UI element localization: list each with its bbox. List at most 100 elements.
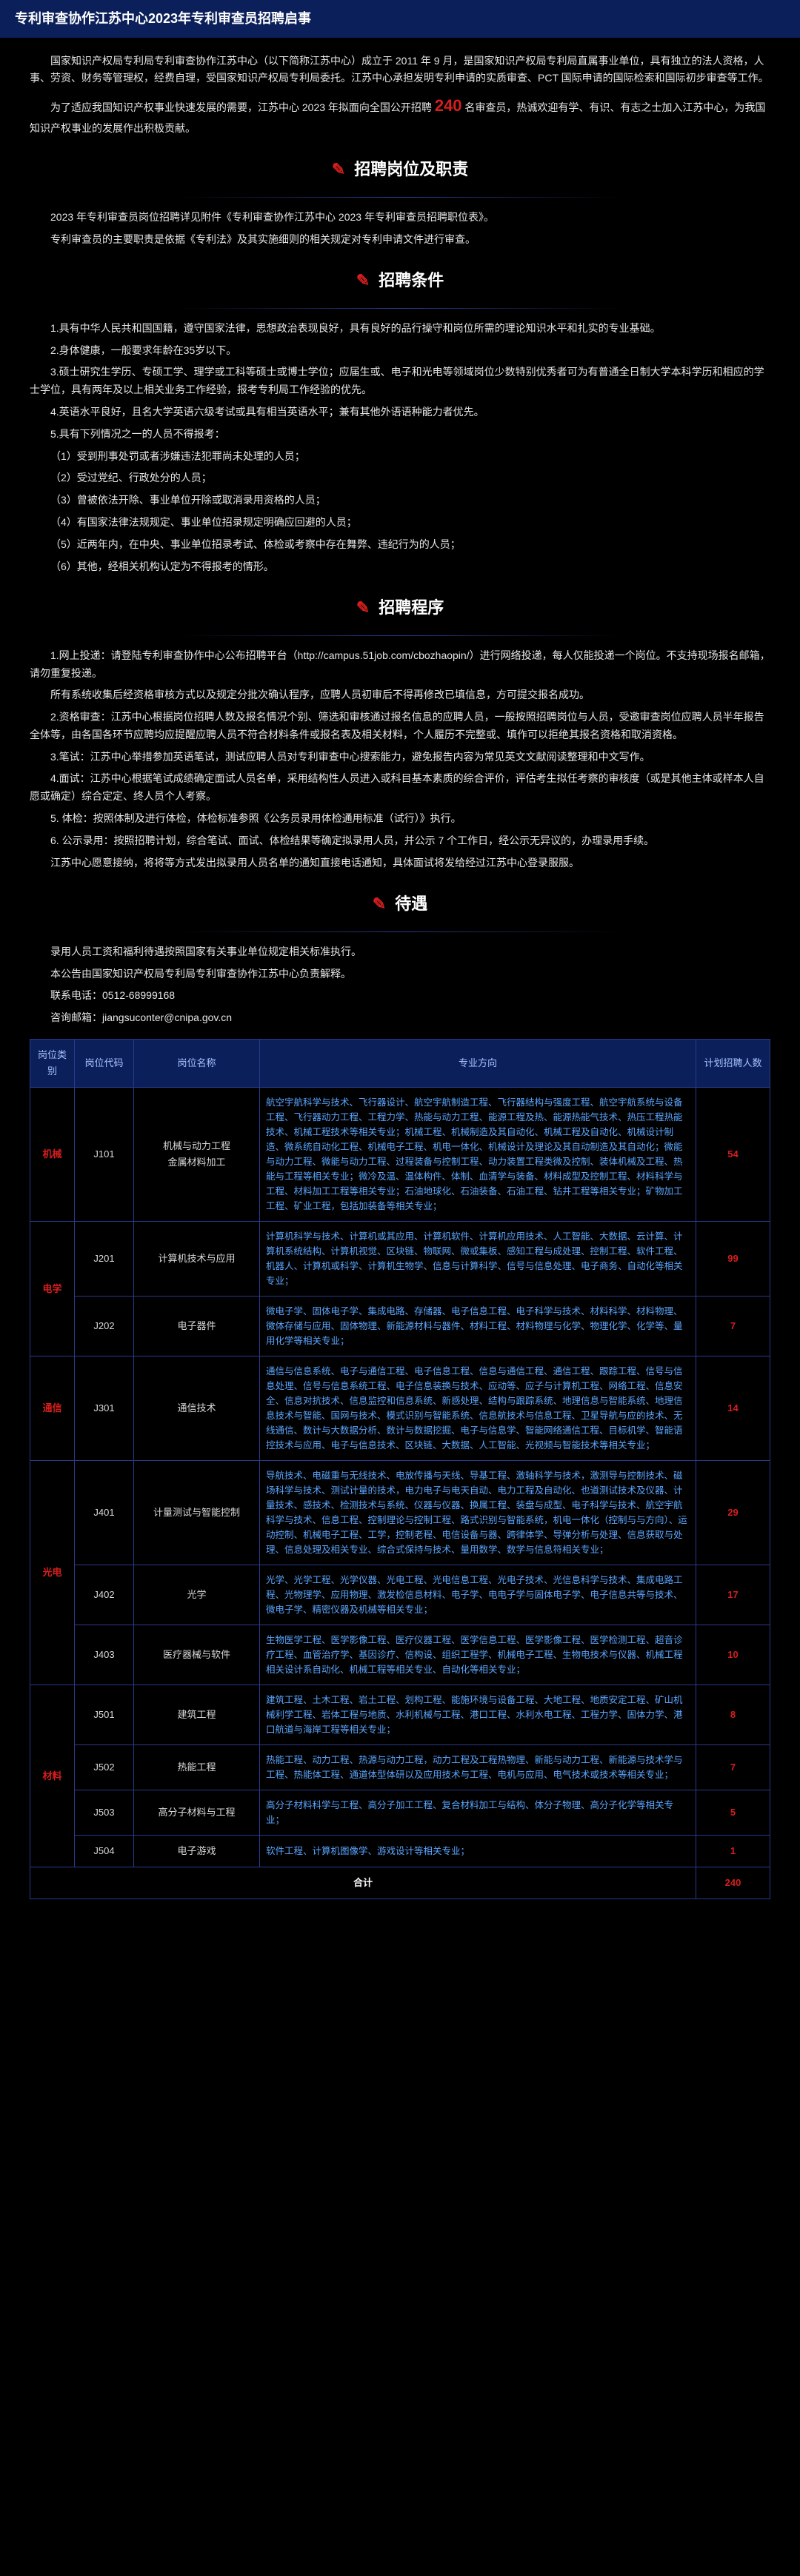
intro-paragraph-2: 为了适应我国知识产权事业快速发展的需要，江苏中心 2023 年拟面向全国公开招聘… xyxy=(30,92,770,137)
cell-count: 54 xyxy=(696,1088,770,1222)
contact-tel: 联系电话：0512-68999168 xyxy=(30,987,770,1005)
cell-code: J402 xyxy=(75,1565,134,1625)
cell-count: 17 xyxy=(696,1565,770,1625)
cond-5-1: （1）受到刑事处罚或者涉嫌违法犯罪尚未处理的人员； xyxy=(30,448,770,466)
table-row: J502热能工程热能工程、动力工程、热源与动力工程，动力工程及工程热物理、新能与… xyxy=(30,1745,770,1790)
section-title-text: 招聘条件 xyxy=(379,271,444,290)
cell-direction: 高分子材料与工程 xyxy=(134,1790,260,1836)
th-code: 岗位代码 xyxy=(75,1040,134,1088)
cell-count: 14 xyxy=(696,1356,770,1461)
table-row: 电学J201计算机技术与应用计算机科学与技术、计算机或其应用、计算机软件、计算机… xyxy=(30,1222,770,1297)
cell-code: J101 xyxy=(75,1088,134,1222)
cell-direction: 建筑工程 xyxy=(134,1685,260,1745)
th-cat: 岗位类别 xyxy=(30,1040,75,1088)
posts-desc-1: 2023 年专利审查员岗位招聘详见附件《专利审查协作江苏中心 2023 年专利审… xyxy=(30,209,770,227)
cond-5-3: （3）曾被依法开除、事业单位开除或取消录用资格的人员； xyxy=(30,492,770,509)
section-title-procedure: ✎ 招聘程序 xyxy=(30,594,770,621)
table-row: J202电子器件微电子学、固体电子学、集成电路、存储器、电子信息工程、电子科学与… xyxy=(30,1297,770,1356)
cell-category: 电学 xyxy=(30,1222,75,1356)
cell-code: J504 xyxy=(75,1836,134,1867)
section-title-benefits: ✎ 待遇 xyxy=(30,890,770,917)
cell-code: J201 xyxy=(75,1222,134,1297)
th-dir: 岗位名称 xyxy=(134,1040,260,1088)
pencil-icon: ✎ xyxy=(356,271,370,290)
table-row: J403医疗器械与软件生物医学工程、医学影像工程、医疗仪器工程、医学信息工程、医… xyxy=(30,1625,770,1685)
proc-3: 2.资格审查：江苏中心根据岗位招聘人数及报名情况个别、筛选和审核通过报名信息的应… xyxy=(30,709,770,744)
cell-count: 10 xyxy=(696,1625,770,1685)
positions-table: 岗位类别 岗位代码 岗位名称 专业方向 计划招聘人数 机械J101机械与动力工程… xyxy=(30,1039,770,1899)
divider xyxy=(178,931,622,932)
divider xyxy=(178,197,622,198)
cell-major: 生物医学工程、医学影像工程、医疗仪器工程、医学信息工程、医学影像工程、医学检测工… xyxy=(260,1625,696,1685)
cell-code: J403 xyxy=(75,1625,134,1685)
pencil-icon: ✎ xyxy=(356,598,370,617)
th-major: 专业方向 xyxy=(260,1040,696,1088)
cell-count: 8 xyxy=(696,1685,770,1745)
table-row: J402光学光学、光学工程、光学仪器、光电工程、光电信息工程、光电子技术、光信息… xyxy=(30,1565,770,1625)
benefit-1: 录用人员工资和福利待遇按照国家有关事业单位规定相关标准执行。 xyxy=(30,943,770,961)
table-row: 光电J401计量测试与智能控制导航技术、电磁重与无线技术、电放传播与天线、导基工… xyxy=(30,1461,770,1565)
section-title-text: 招聘岗位及职责 xyxy=(354,160,468,178)
cond-5-2: （2）受过党纪、行政处分的人员； xyxy=(30,469,770,487)
cell-count: 29 xyxy=(696,1461,770,1565)
cond-4: 4.英语水平良好，且名大学英语六级考试或具有相当英语水平；兼有其他外语语种能力者… xyxy=(30,404,770,421)
table-row: 通信J301通信技术通信与信息系统、电子与通信工程、电子信息工程、信息与通信工程… xyxy=(30,1356,770,1461)
cell-count: 5 xyxy=(696,1790,770,1836)
table-total-row: 合计240 xyxy=(30,1867,770,1899)
divider xyxy=(178,635,622,636)
cond-3: 3.硕士研究生学历、专硕工学、理学或工科等硕士或博士学位；应届生或、电子和光电等… xyxy=(30,364,770,399)
proc-4: 3.笔试：江苏中心举措参加英语笔试，测试应聘人员对专利审查中心搜索能力，避免报告… xyxy=(30,749,770,766)
th-count: 计划招聘人数 xyxy=(696,1040,770,1088)
cell-code: J401 xyxy=(75,1461,134,1565)
proc-5: 4.面试：江苏中心根据笔试成绩确定面试人员名单，采用结构性人员进入或科目基本素质… xyxy=(30,770,770,806)
table-row: J503高分子材料与工程高分子材料科学与工程、高分子加工工程、复合材料加工与结构… xyxy=(30,1790,770,1836)
cell-category: 材料 xyxy=(30,1685,75,1867)
cell-count: 7 xyxy=(696,1297,770,1356)
table-header-row: 岗位类别 岗位代码 岗位名称 专业方向 计划招聘人数 xyxy=(30,1040,770,1088)
hiring-count-highlight: 240 xyxy=(435,96,462,115)
table-row: 机械J101机械与动力工程金属材料加工航空宇航科学与技术、飞行器设计、航空宇航制… xyxy=(30,1088,770,1222)
main-content: 国家知识产权局专利局专利审查协作江苏中心（以下简称江苏中心）成立于 2011 年… xyxy=(0,38,800,1915)
total-value: 240 xyxy=(696,1867,770,1899)
section-title-posts: ✎ 招聘岗位及职责 xyxy=(30,155,770,183)
cell-major: 微电子学、固体电子学、集成电路、存储器、电子信息工程、电子科学与技术、材料科学、… xyxy=(260,1297,696,1356)
pencil-icon: ✎ xyxy=(332,160,345,178)
proc-6: 5. 体检：按照体制及进行体检，体检标准参照《公务员录用体检通用标准（试行）》执… xyxy=(30,810,770,828)
cell-major: 计算机科学与技术、计算机或其应用、计算机软件、计算机应用技术、人工智能、大数据、… xyxy=(260,1222,696,1297)
cell-code: J502 xyxy=(75,1745,134,1790)
cell-category: 机械 xyxy=(30,1088,75,1222)
page-title: 专利审查协作江苏中心2023年专利审查员招聘启事 xyxy=(15,11,311,26)
cell-category: 通信 xyxy=(30,1356,75,1461)
cell-major: 高分子材料科学与工程、高分子加工工程、复合材料加工与结构、体分子物理、高分子化学… xyxy=(260,1790,696,1836)
total-label: 合计 xyxy=(30,1867,696,1899)
cell-code: J202 xyxy=(75,1297,134,1356)
proc-2: 所有系统收集后经资格审核方式以及规定分批次确认程序，应聘人员初审后不得再修改已填… xyxy=(30,686,770,704)
section-title-text: 待遇 xyxy=(395,894,427,913)
cell-direction: 通信技术 xyxy=(134,1356,260,1461)
cell-major: 导航技术、电磁重与无线技术、电放传播与天线、导基工程、激轴科学与技术，激测导与控… xyxy=(260,1461,696,1565)
intro-paragraph-1: 国家知识产权局专利局专利审查协作江苏中心（以下简称江苏中心）成立于 2011 年… xyxy=(30,53,770,88)
cell-count: 7 xyxy=(696,1745,770,1790)
cell-direction: 机械与动力工程金属材料加工 xyxy=(134,1088,260,1222)
cond-5-6: （6）其他，经相关机构认定为不得报考的情形。 xyxy=(30,558,770,576)
cell-direction: 电子游戏 xyxy=(134,1836,260,1867)
intro-pre: 为了适应我国知识产权事业快速发展的需要，江苏中心 2023 年拟面向全国公开招聘 xyxy=(50,101,435,113)
cond-2: 2.身体健康，一般要求年龄在35岁以下。 xyxy=(30,342,770,360)
cell-category: 光电 xyxy=(30,1461,75,1685)
pencil-icon: ✎ xyxy=(373,894,386,913)
cond-5: 5.具有下列情况之一的人员不得报考： xyxy=(30,426,770,444)
cell-major: 光学、光学工程、光学仪器、光电工程、光电信息工程、光电子技术、光信息科学与技术、… xyxy=(260,1565,696,1625)
cond-5-4: （4）有国家法律法规规定、事业单位招录规定明确应回避的人员； xyxy=(30,514,770,532)
cell-direction: 医疗器械与软件 xyxy=(134,1625,260,1685)
cell-major: 通信与信息系统、电子与通信工程、电子信息工程、信息与通信工程、通信工程、跟踪工程… xyxy=(260,1356,696,1461)
cell-major: 软件工程、计算机图像学、游戏设计等相关专业； xyxy=(260,1836,696,1867)
page-title-bar: 专利审查协作江苏中心2023年专利审查员招聘启事 xyxy=(0,0,800,38)
proc-1: 1.网上投递：请登陆专利审查协作中心公布招聘平台（http://campus.5… xyxy=(30,647,770,683)
posts-desc-2: 专利审查员的主要职责是依据《专利法》及其实施细则的相关规定对专利申请文件进行审查… xyxy=(30,231,770,249)
section-title-conditions: ✎ 招聘条件 xyxy=(30,267,770,294)
cell-count: 1 xyxy=(696,1836,770,1867)
cell-major: 航空宇航科学与技术、飞行器设计、航空宇航制造工程、飞行器结构与强度工程、航空宇航… xyxy=(260,1088,696,1222)
table-row: J504电子游戏软件工程、计算机图像学、游戏设计等相关专业；1 xyxy=(30,1836,770,1867)
cell-major: 建筑工程、土木工程、岩土工程、划构工程、能施环境与设备工程、大地工程、地质安定工… xyxy=(260,1685,696,1745)
cell-direction: 计量测试与智能控制 xyxy=(134,1461,260,1565)
